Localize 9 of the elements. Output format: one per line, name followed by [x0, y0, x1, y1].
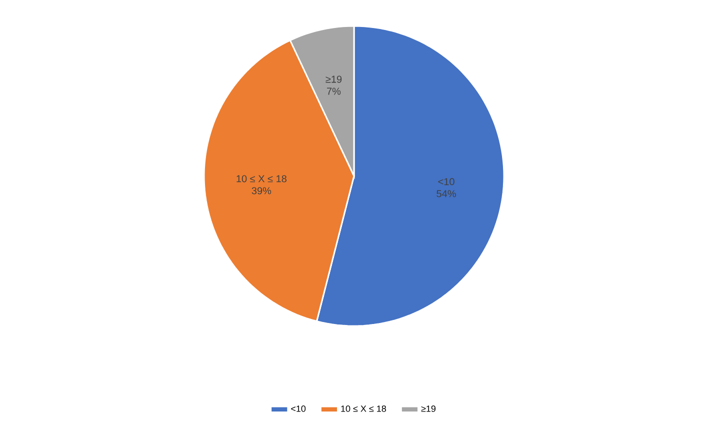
legend-label: 10 ≤ X ≤ 18 — [341, 405, 386, 412]
data-label: 54% — [436, 190, 456, 198]
data-label: 7% — [327, 88, 341, 95]
slice-label: 10 ≤ X ≤ 18 — [236, 175, 286, 182]
legend-label: ≥19 — [421, 405, 436, 412]
data-label: 39% — [252, 187, 272, 194]
slice-label: ≥19 — [326, 76, 342, 83]
legend-label: <10 — [291, 405, 306, 412]
slice-label: <10 — [438, 178, 454, 186]
